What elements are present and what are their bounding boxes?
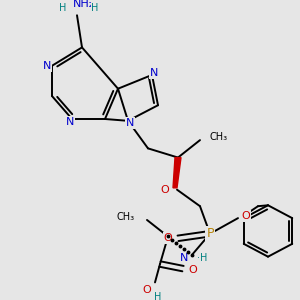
Text: N: N [66, 117, 74, 127]
Text: H: H [59, 3, 67, 13]
Text: O: O [160, 185, 169, 195]
Text: P: P [206, 227, 214, 240]
Text: ·H: ·H [197, 253, 207, 262]
Text: N: N [180, 253, 188, 262]
Text: O: O [242, 211, 250, 221]
Text: O: O [164, 233, 172, 243]
Text: O: O [142, 285, 152, 295]
Polygon shape [173, 158, 181, 188]
Text: CH₃: CH₃ [210, 132, 228, 142]
Text: O: O [189, 266, 197, 275]
Text: NH₂: NH₂ [72, 0, 94, 9]
Text: H: H [154, 292, 162, 300]
Text: H: H [91, 3, 99, 13]
Text: N: N [126, 118, 134, 128]
Text: N: N [43, 61, 51, 71]
Text: CH₃: CH₃ [117, 212, 135, 222]
Text: N: N [150, 68, 158, 78]
